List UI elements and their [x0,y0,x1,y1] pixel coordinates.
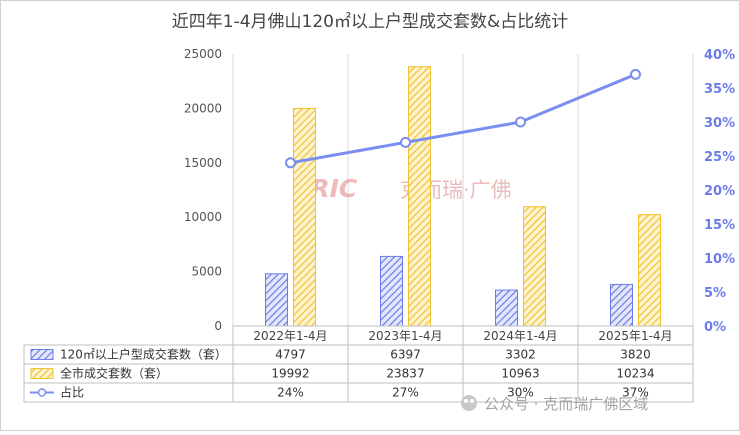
bar-120sqm-0 [265,273,288,327]
legend-label: 占比 [60,385,84,400]
left-axis-tick-label: 5000 [191,265,222,279]
table-cell: 4797 [275,348,306,362]
footer-watermark-text: 公众号 · 克而瑞广佛区域 [484,395,648,413]
line-share [290,73,637,165]
wechat-icon [461,395,477,411]
table-cell: 10963 [501,367,539,381]
line-point-3 [630,68,641,80]
table-cell: 37% [622,386,649,400]
category-label: 2024年1-4月 [483,329,557,343]
table-cell: 30% [507,386,534,400]
line-point-2 [515,116,526,128]
category-label: 2025年1-4月 [598,329,672,343]
table-cell: 19992 [271,367,309,381]
category-label: 2023年1-4月 [368,329,442,343]
line-point-0 [285,157,296,169]
line-point-1 [400,136,411,148]
left-axis-tick-label: 15000 [184,156,222,170]
bar-citywide-1 [408,66,431,327]
left-axis: 0 5000 10000 15000 20000 25000 [184,47,222,333]
right-axis-tick-label: 25% [704,150,735,165]
bar-citywide-3 [638,214,661,327]
right-axis: 0% 5% 10% 15% 20% 25% 30% 35% 40% [704,48,735,335]
table-cell: 24% [277,386,304,400]
bar-citywide-0 [293,107,316,327]
right-axis-tick-label: 20% [704,184,735,199]
bars-layer [265,66,661,327]
legend-key-1 [30,368,54,379]
left-axis-tick-label: 25000 [184,47,222,61]
wechat-icon-eye [464,399,468,403]
wechat-icon-eye [470,399,474,403]
line-layer [285,68,641,169]
legend-key-0 [30,349,54,360]
bar-citywide-2 [523,206,546,327]
left-axis-tick-label: 0 [214,319,222,333]
category-label: 2022年1-4月 [253,329,327,343]
right-axis-tick-label: 15% [704,218,735,233]
legend-key-marker [37,388,47,397]
table-cell: 27% [392,386,419,400]
table-cell: 6397 [390,348,421,362]
chart-title: 近四年1-4月佛山120㎡以上户型成交套数&占比统计 [172,12,568,32]
watermark: CRIC 克而瑞·广佛 [292,174,512,203]
right-axis-tick-label: 35% [704,82,735,97]
table-cell: 23837 [386,367,424,381]
table-cell: 3302 [505,348,536,362]
bar-120sqm-3 [610,283,633,327]
left-axis-tick-label: 10000 [184,210,222,224]
right-axis-tick-label: 30% [704,116,735,131]
table-cell: 10234 [616,367,654,381]
data-table: 2022年1-4月 2023年1-4月 2024年1-4月 2025年1-4月 120㎡… [23,325,694,403]
footer-watermark: 公众号 · 克而瑞广佛区域 [461,395,648,413]
legend-label: 全市成交套数（套） [60,366,168,381]
left-axis-tick-label: 20000 [184,101,222,115]
bar-120sqm-2 [495,289,518,327]
right-axis-tick-label: 5% [704,286,726,301]
legend-label: 120㎡以上户型成交套数（套） [60,347,227,362]
table-cell: 3820 [620,348,651,362]
right-axis-tick-label: 40% [704,48,735,63]
right-axis-tick-label: 0% [704,320,726,335]
right-axis-tick-label: 10% [704,252,735,267]
bar-120sqm-1 [380,255,403,327]
